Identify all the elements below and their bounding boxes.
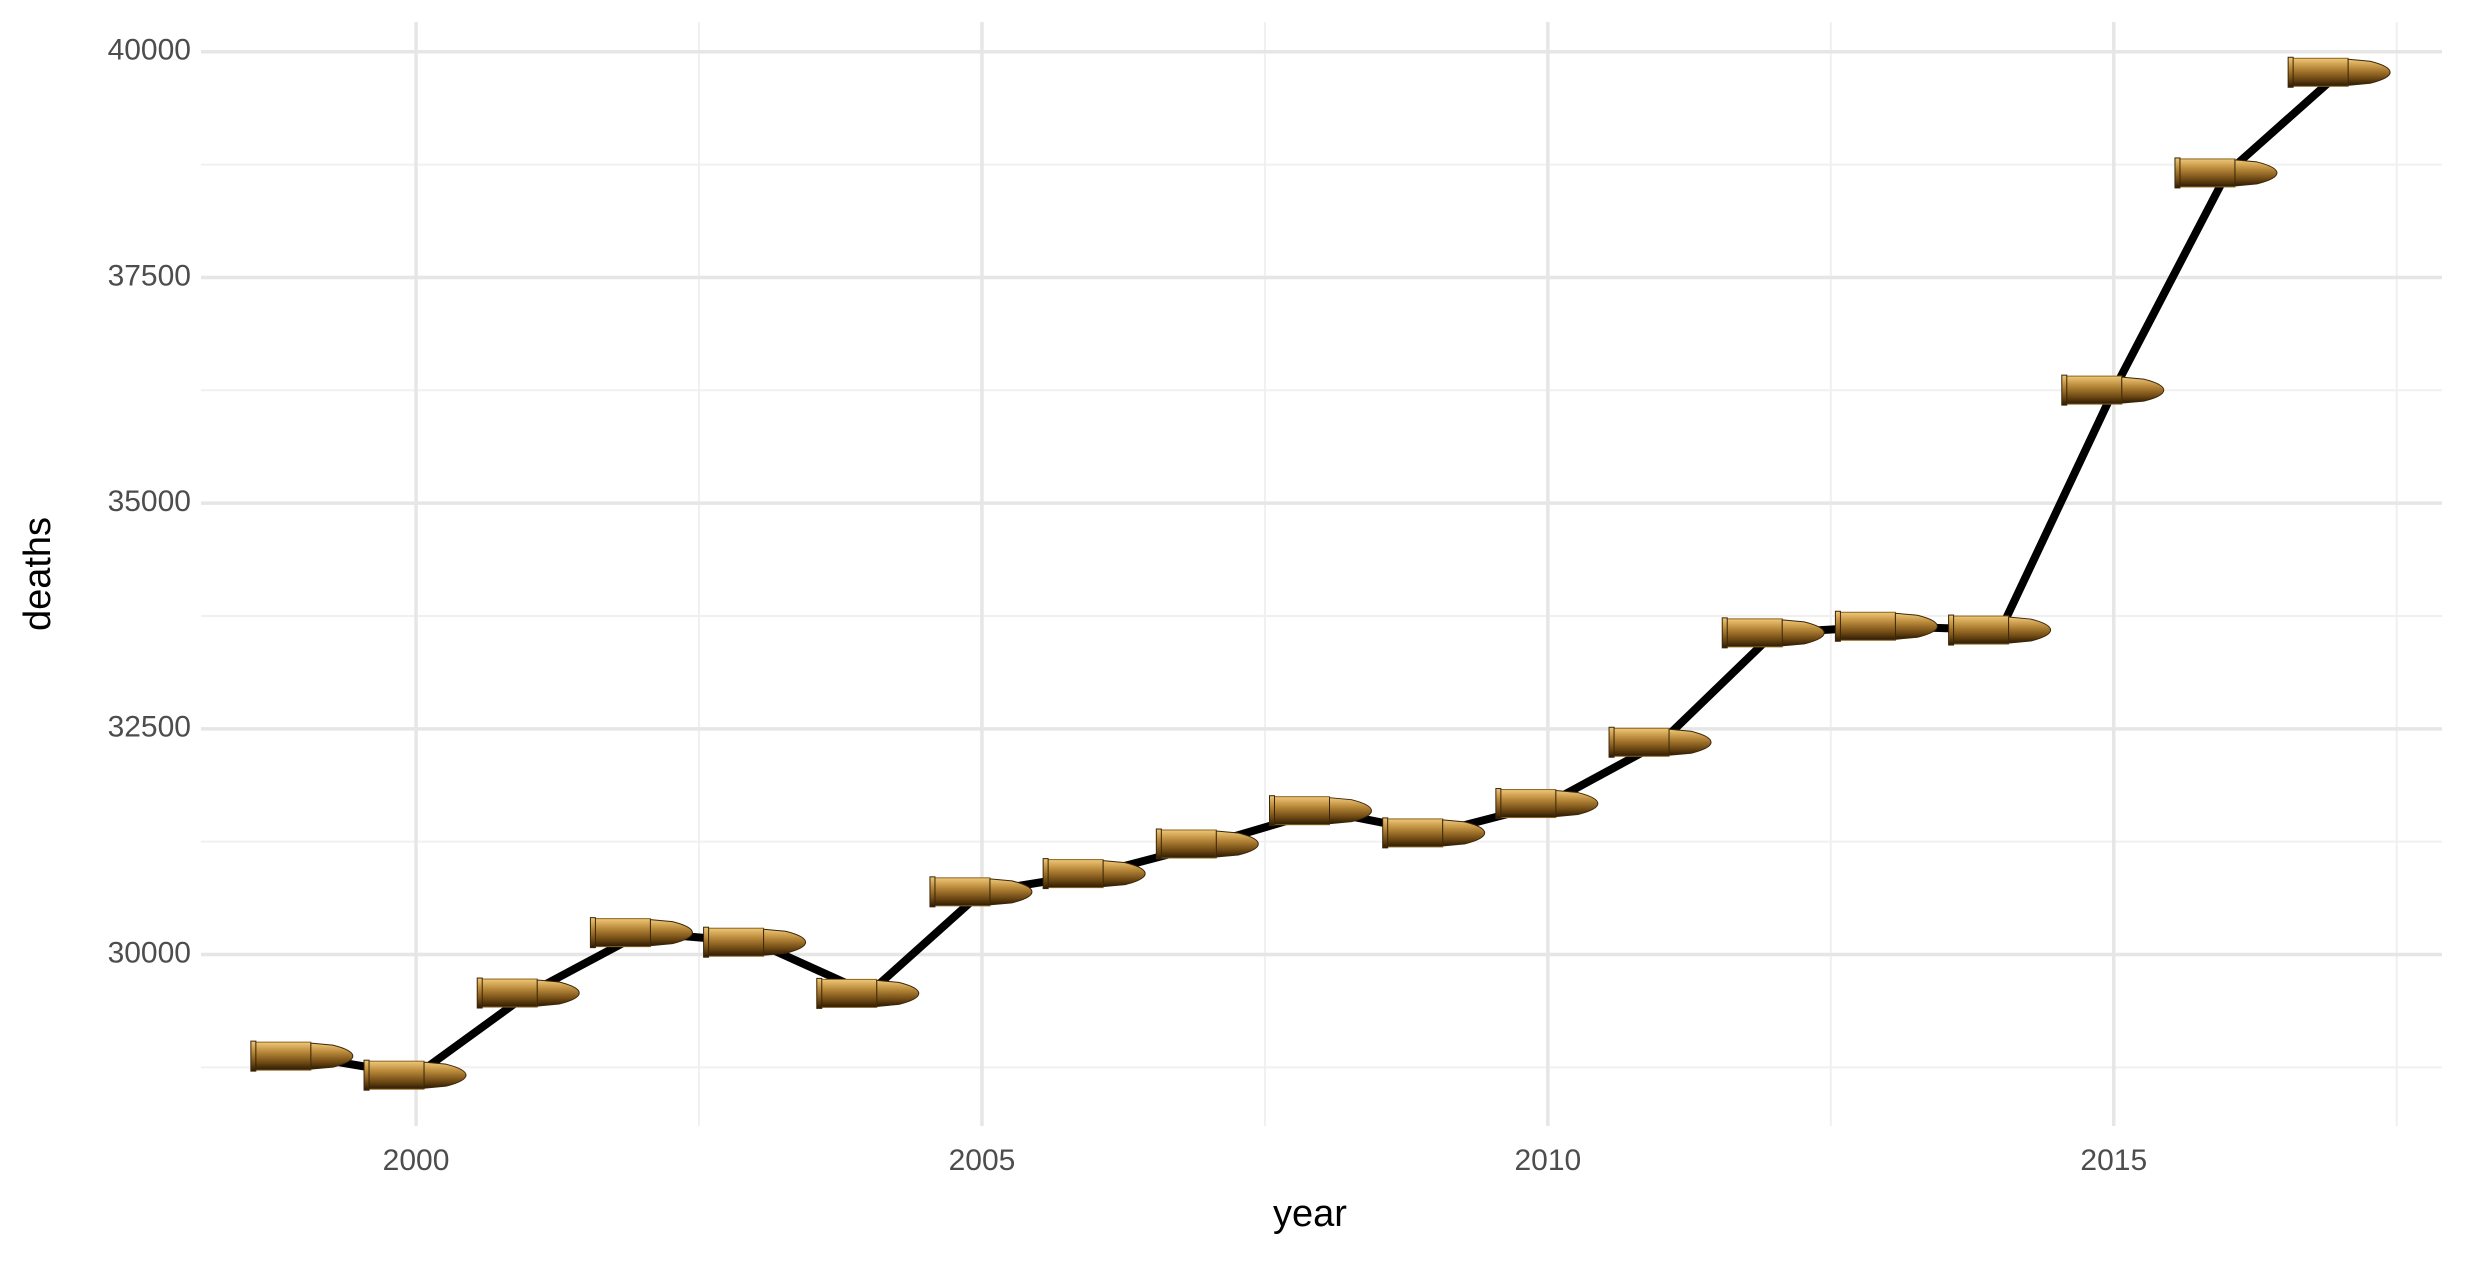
bullet-case [818,978,878,1008]
bullet-tip [2234,159,2278,187]
bullet-case [1497,789,1557,819]
bullet-marker [2061,374,2165,406]
bullet-case [705,927,765,957]
bullet-case [2289,57,2349,87]
bullet-case [1044,859,1104,889]
bullet-marker [2174,157,2278,189]
grid: 30000 32500 35000 37500 40000 2000 2005 2010 201… [108,22,2442,1177]
bullet-case [1610,727,1670,757]
bullet-case [2063,375,2123,405]
bullet-rim [1155,828,1162,860]
bullet-tip [649,919,693,947]
bullet-tip [1668,728,1712,756]
bullet-tip [536,979,580,1007]
bullet-rim [1834,610,1841,642]
bullet-tip [423,1061,467,1089]
bullet-case [931,877,991,907]
bullet-case [1723,618,1783,648]
x-tick-label: 2000 [383,1144,450,1177]
bullet-rim [2174,157,2181,189]
x-tick-label: 2010 [1514,1144,1581,1177]
y-tick-label: 35000 [108,485,191,518]
bullet-tip [2008,616,2052,644]
bullet-tip [1894,612,1938,640]
x-axis-title: year [1273,1193,1347,1235]
bullet-case [591,918,651,948]
y-tick-label: 37500 [108,259,191,292]
bullet-marker [1382,817,1486,849]
bullet-case [1950,615,2010,645]
bullet-tip [989,878,1033,906]
bullet-case [2176,158,2236,188]
bullet-marker [476,977,580,1009]
x-tick-label: 2005 [949,1144,1016,1177]
bullet-case [1271,796,1330,826]
bullet-case [478,978,538,1008]
bullet-marker [1269,795,1373,827]
bullet-rim [816,977,823,1009]
bullet-rim [1721,617,1728,649]
y-tick-label: 40000 [108,34,191,67]
bullet-marker [250,1040,354,1072]
bullet-tip [1329,797,1373,825]
bullet-marker [1042,858,1146,890]
bullet-rim [2061,374,2068,406]
bullet-case [1384,818,1444,848]
bullet-marker [589,917,693,949]
bullet-case [252,1041,312,1071]
y-tick-label: 32500 [108,711,191,744]
bullet-tip [1102,860,1146,888]
bullet-marker [2287,56,2391,88]
bullet-rim [476,977,483,1009]
bullet-marker [1948,614,2052,646]
bullet-case [1836,611,1896,641]
y-axis-title: deaths [17,517,59,631]
y-tick-label: 30000 [108,936,191,969]
bullet-rim [1948,614,1955,646]
bullet-tip [1442,819,1486,847]
bullet-tip [876,979,920,1007]
marks [250,56,2391,1091]
bullet-tip [2347,58,2391,86]
bullet-rim [1608,726,1615,758]
bullet-rim [2287,56,2294,88]
bullet-marker [1155,828,1259,860]
bullet-rim [1269,795,1275,827]
bullet-marker [929,876,1033,908]
bullet-case [1157,829,1217,859]
bullet-rim [703,926,710,958]
bullet-marker [1495,788,1599,820]
bullet-tip [1215,830,1259,858]
bullet-rim [250,1040,257,1072]
bullet-rim [929,876,936,908]
bullet-marker [1721,617,1825,649]
bullet-tip [1781,619,1825,647]
bullet-rim [363,1059,370,1091]
bullet-tip [763,928,807,956]
bullet-marker [703,926,807,958]
bullet-rim [1042,858,1049,890]
bullet-marker [1834,610,1938,642]
bullet-rim [589,917,596,949]
bullet-tip [310,1042,354,1070]
bullet-marker [816,977,920,1009]
bullet-rim [1382,817,1389,849]
bullet-rim [1495,788,1502,820]
bullet-marker [363,1059,467,1091]
bullet-tip [1555,790,1599,818]
bullet-tip [2121,376,2165,404]
x-tick-label: 2015 [2080,1144,2147,1177]
bullet-marker [1608,726,1712,758]
bullet-case [365,1060,425,1090]
